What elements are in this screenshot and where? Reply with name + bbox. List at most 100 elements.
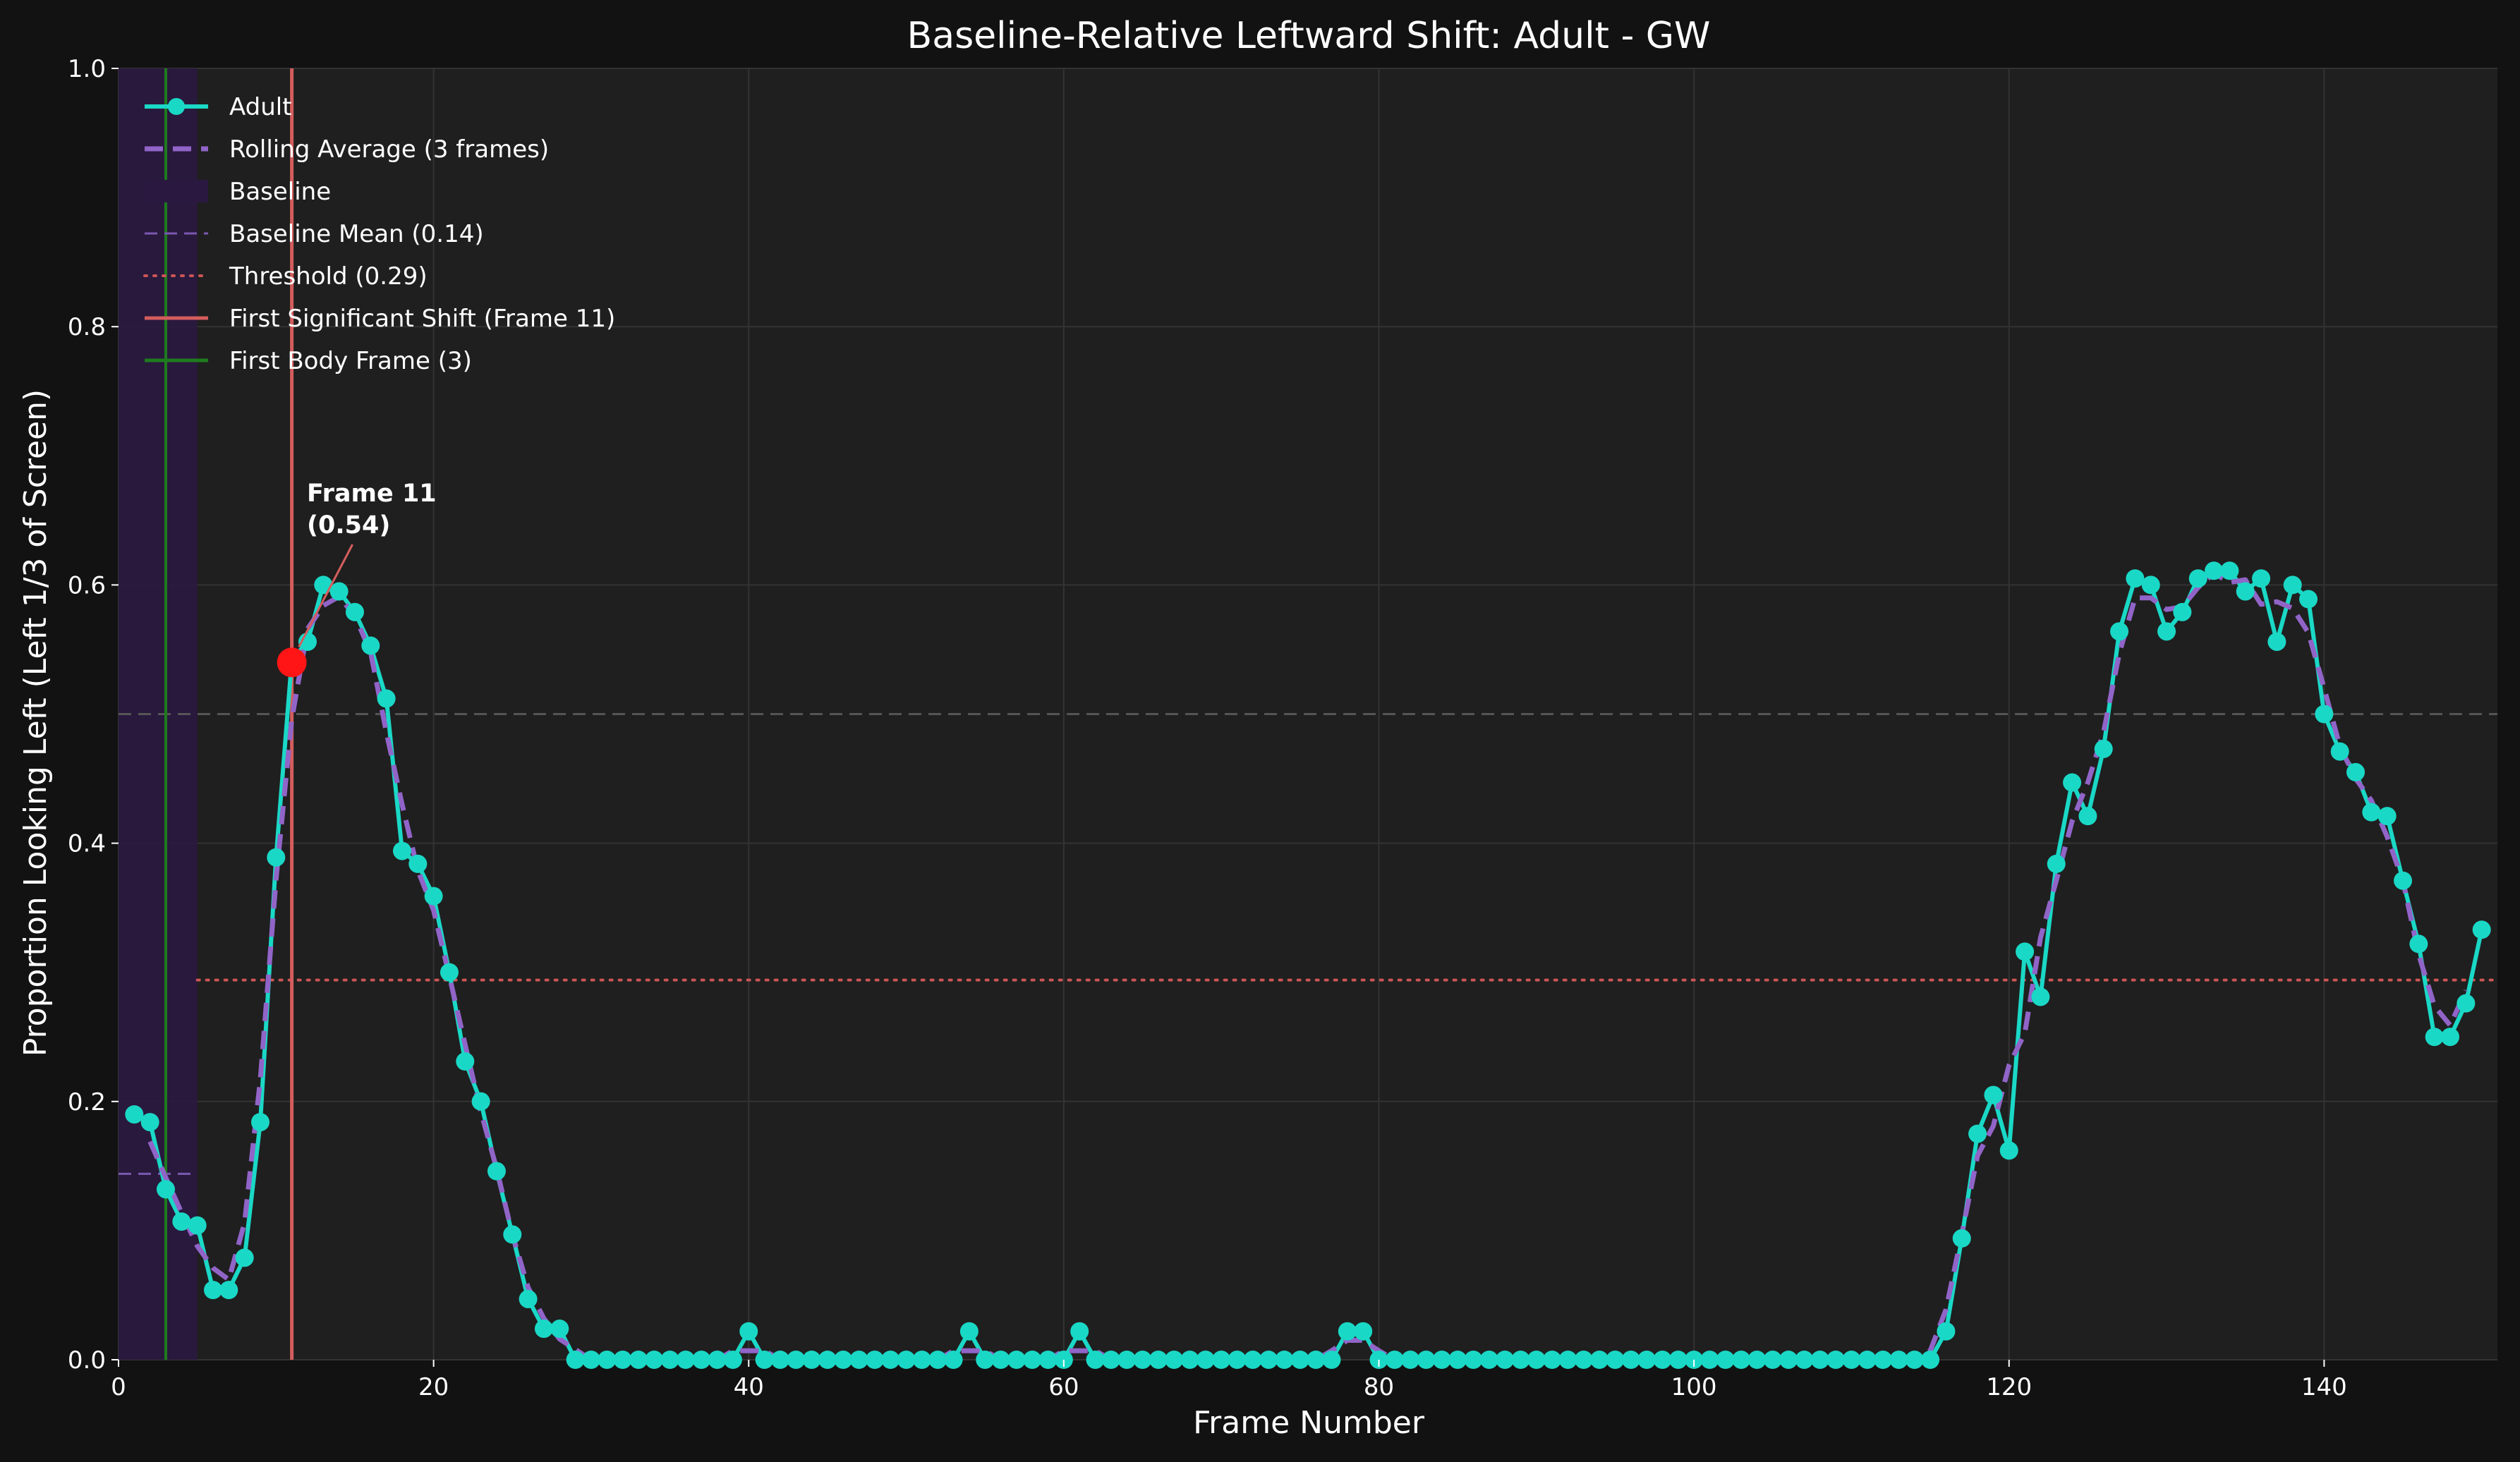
adult-point — [2157, 622, 2176, 641]
adult-point — [250, 1113, 269, 1132]
adult-point — [1212, 1351, 1231, 1369]
adult-point — [1827, 1351, 1846, 1369]
x-tick-label: 40 — [734, 1373, 764, 1401]
adult-point — [156, 1180, 175, 1199]
y-tick-label: 0.6 — [68, 571, 106, 599]
y-tick-label: 0.0 — [68, 1346, 106, 1375]
y-tick-label: 0.4 — [68, 830, 106, 858]
adult-point — [2047, 854, 2066, 873]
adult-point — [1275, 1351, 1294, 1369]
adult-point — [345, 602, 364, 621]
adult-point — [1307, 1351, 1326, 1369]
adult-point — [849, 1351, 868, 1369]
adult-point — [329, 582, 349, 601]
adult-point — [2425, 1028, 2444, 1047]
reference-lines — [119, 68, 2499, 1360]
x-tick-label: 20 — [418, 1373, 449, 1401]
y-tick-label: 0.2 — [68, 1088, 106, 1116]
adult-point — [566, 1351, 585, 1369]
legend-item: First Significant Shift (Frame 11) — [145, 305, 615, 333]
adult-point — [188, 1216, 207, 1235]
adult-point — [1937, 1322, 1956, 1341]
adult-point — [1417, 1351, 1436, 1369]
adult-point — [1464, 1351, 1483, 1369]
adult-point — [1038, 1351, 1058, 1369]
adult-point — [629, 1351, 648, 1369]
adult-point — [912, 1351, 931, 1369]
adult-point — [534, 1320, 553, 1339]
adult-point — [1322, 1351, 1341, 1369]
y-tick-label: 1.0 — [68, 55, 106, 83]
adult-point — [944, 1351, 963, 1369]
adult-point — [787, 1351, 806, 1369]
adult-point — [897, 1351, 916, 1369]
legend-swatch-marker — [168, 98, 185, 115]
adult-point — [770, 1351, 789, 1369]
adult-point — [2063, 773, 2082, 792]
adult-point — [959, 1322, 979, 1341]
x-tick-label: 100 — [1671, 1373, 1717, 1401]
adult-point — [660, 1351, 679, 1369]
x-tick-label: 0 — [111, 1373, 126, 1401]
adult-point — [1133, 1351, 1152, 1369]
adult-point — [1700, 1351, 1719, 1369]
adult-point — [361, 636, 380, 655]
adult-point — [172, 1212, 191, 1231]
adult-point — [1842, 1351, 1861, 1369]
adult-point — [692, 1351, 711, 1369]
adult-point — [1511, 1351, 1530, 1369]
adult-point — [2409, 934, 2428, 954]
adult-point — [2299, 590, 2318, 609]
adult-point — [503, 1225, 522, 1244]
adult-point — [1621, 1351, 1640, 1369]
x-tick-label: 80 — [1364, 1373, 1394, 1401]
adult-point — [2126, 569, 2145, 588]
legend-label: First Significant Shift (Frame 11) — [229, 305, 615, 333]
adult-point — [928, 1351, 947, 1369]
series-markers — [125, 561, 2491, 1369]
adult-point — [1070, 1322, 1089, 1341]
legend: Adult Rolling Average (3 frames) Baseline B… — [143, 93, 615, 375]
adult-point — [424, 887, 443, 906]
annotation-arrow — [298, 544, 353, 647]
legend-label: First Body Frame (3) — [229, 347, 472, 375]
adult-point — [2220, 561, 2239, 580]
adult-point — [1385, 1351, 1404, 1369]
annotation-label: Frame 11 — [307, 480, 437, 508]
adult-point — [235, 1248, 254, 1267]
adult-point — [581, 1351, 600, 1369]
adult-point — [2267, 632, 2286, 651]
adult-point — [140, 1113, 159, 1132]
adult-point — [1858, 1351, 1877, 1369]
adult-point — [2110, 622, 2129, 641]
adult-point — [2188, 569, 2207, 588]
adult-point — [2346, 762, 2365, 781]
x-tick-label: 60 — [1048, 1373, 1079, 1401]
legend-label: Baseline Mean (0.14) — [229, 220, 484, 248]
adult-point — [487, 1162, 506, 1181]
adult-point — [1496, 1351, 1515, 1369]
adult-point — [314, 575, 333, 595]
adult-point — [1401, 1351, 1420, 1369]
adult-point — [1952, 1229, 1971, 1248]
adult-point — [471, 1092, 490, 1111]
adult-point — [1763, 1351, 1782, 1369]
adult-point — [2173, 602, 2192, 621]
adult-point — [818, 1351, 837, 1369]
adult-point — [1086, 1351, 1105, 1369]
adult-point — [219, 1281, 238, 1300]
adult-point — [2330, 742, 2349, 761]
adult-point — [2377, 807, 2397, 826]
adult-point — [392, 841, 411, 860]
adult-point — [991, 1351, 1010, 1369]
legend-item: Baseline Mean (0.14) — [145, 220, 484, 248]
legend-label: Threshold (0.29) — [229, 262, 428, 291]
annotation-value: (0.54) — [307, 511, 390, 540]
adult-point — [976, 1351, 995, 1369]
legend-item: Adult — [145, 93, 292, 121]
adult-point — [125, 1105, 144, 1124]
legend-item: Baseline — [145, 178, 331, 206]
adult-point — [755, 1351, 774, 1369]
adult-point — [865, 1351, 884, 1369]
